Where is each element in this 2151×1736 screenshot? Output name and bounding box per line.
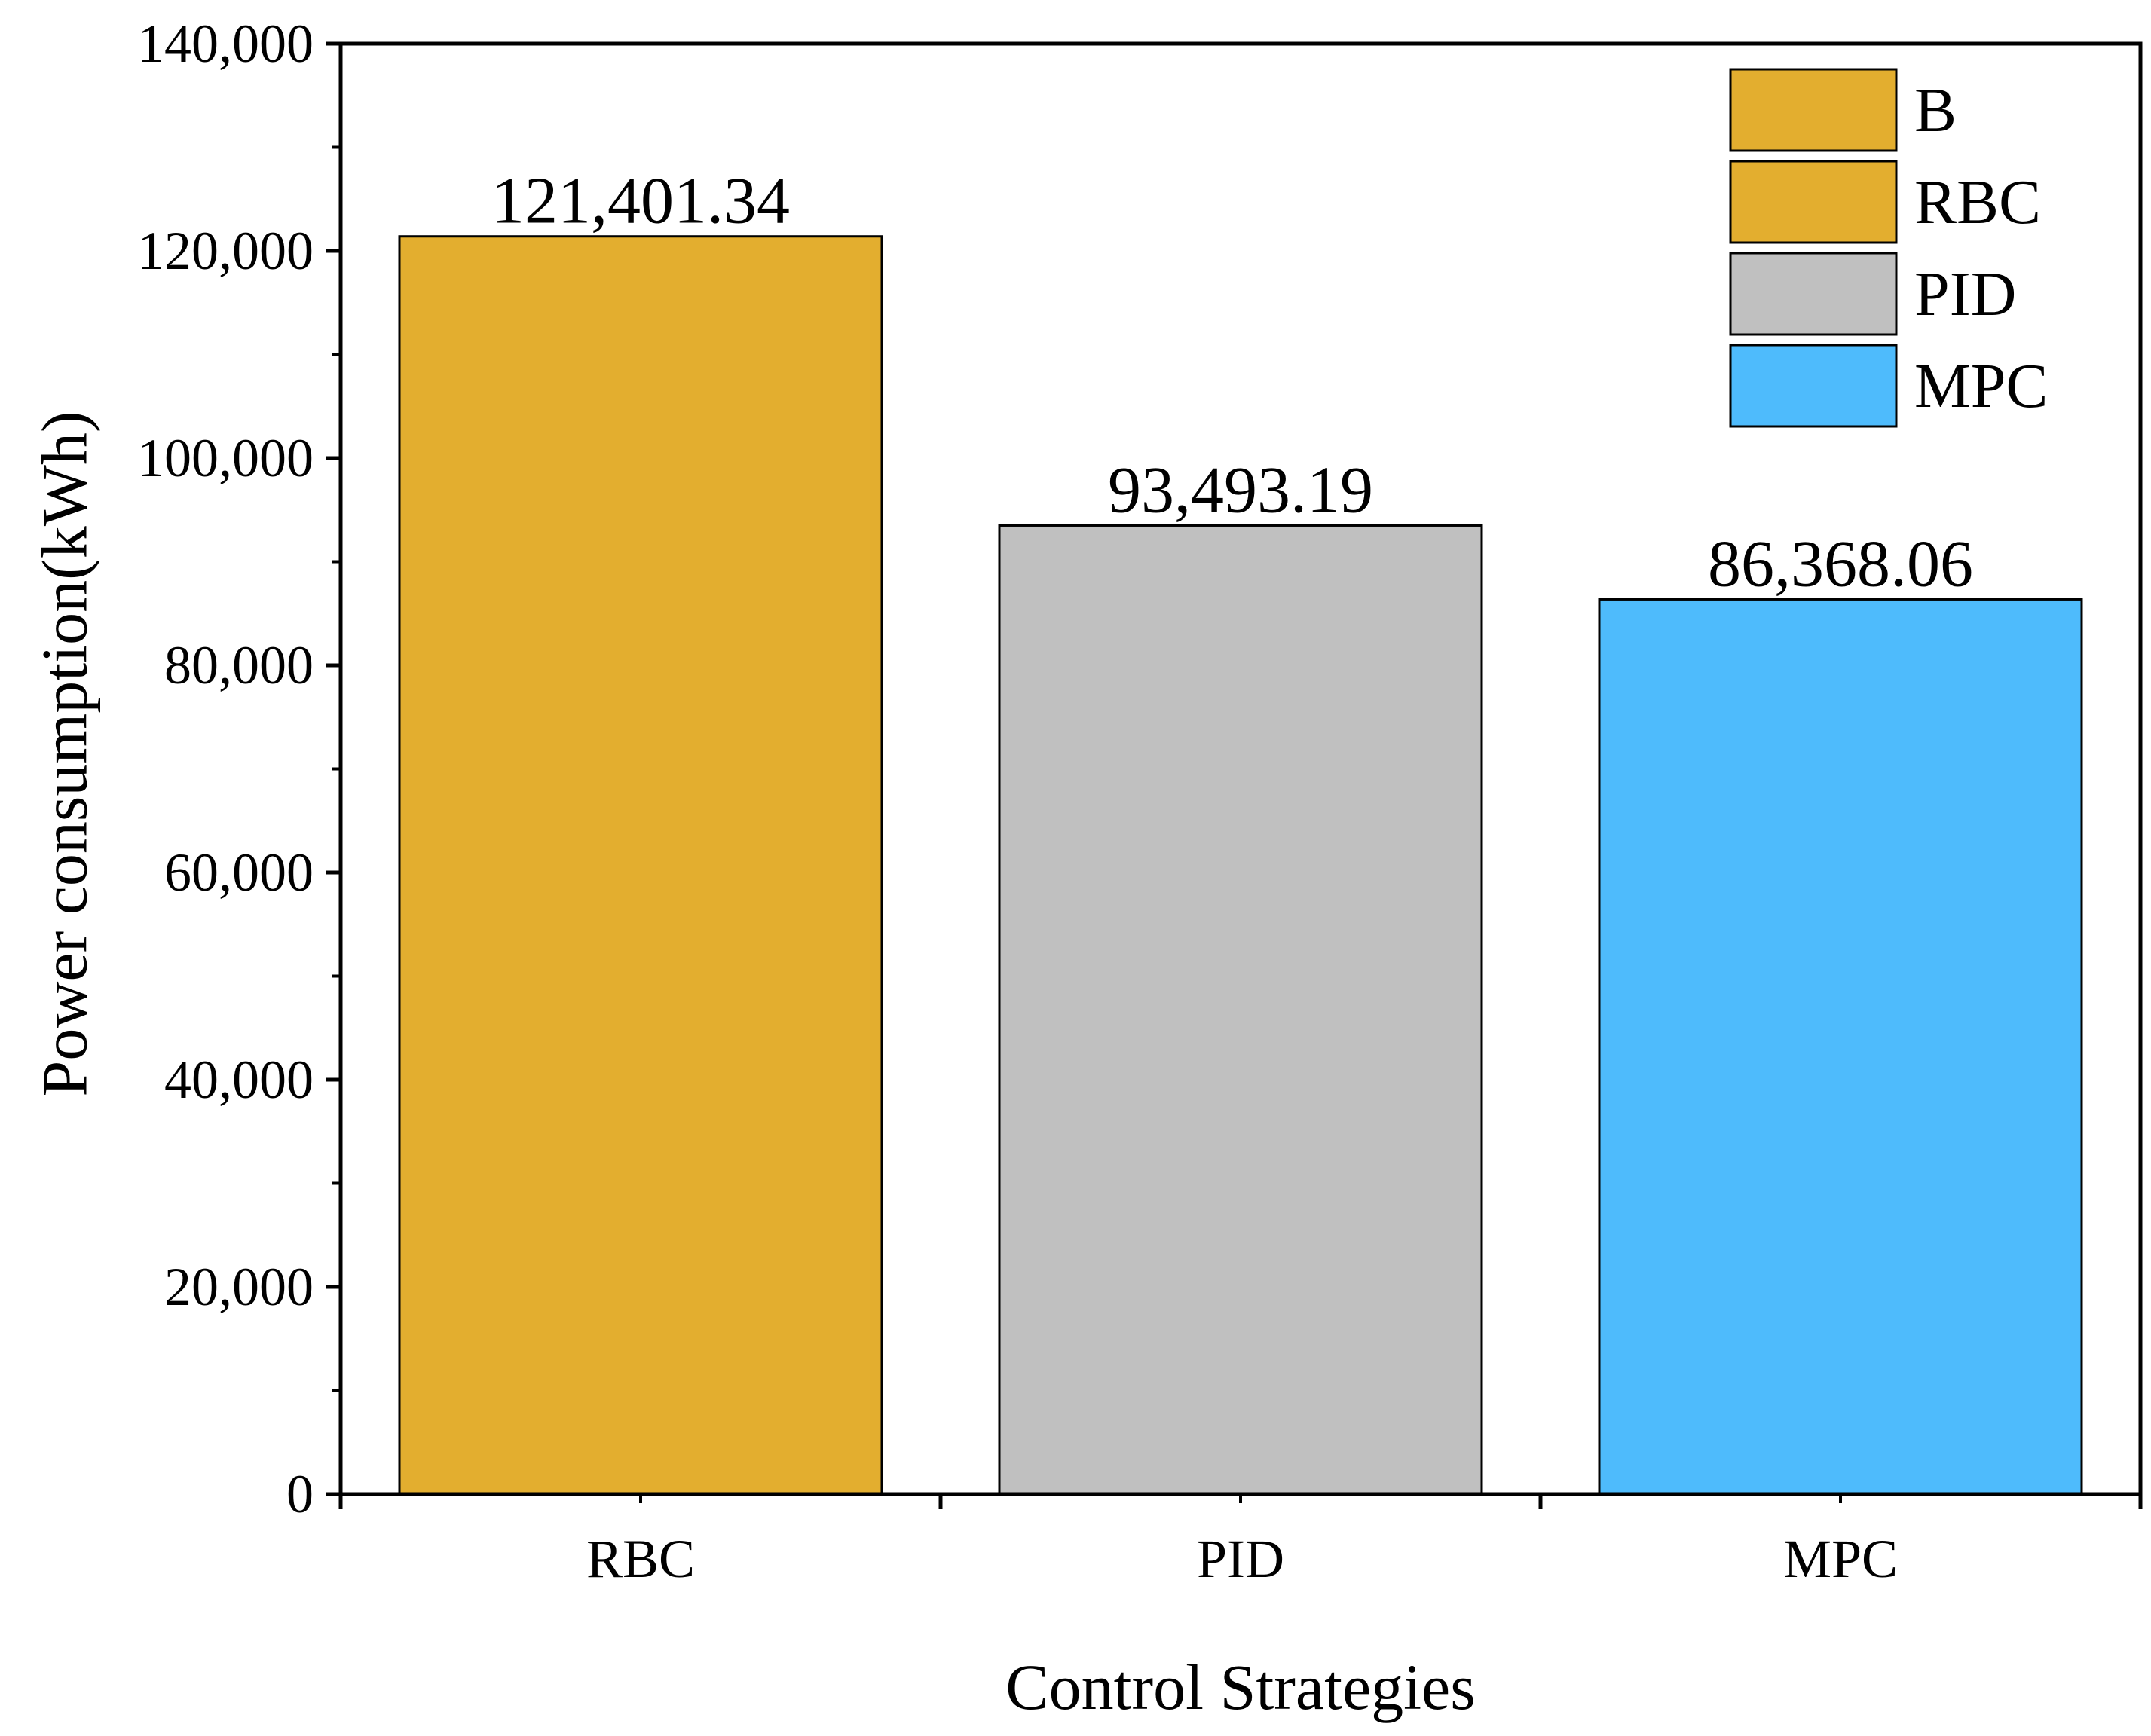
- legend-label-pid: PID: [1914, 259, 2016, 329]
- bar-pid: [998, 524, 1483, 1496]
- y-tick-label: 40,000: [164, 1050, 314, 1110]
- y-tick-label: 60,000: [164, 842, 314, 903]
- y-tick-label: 20,000: [164, 1257, 314, 1317]
- x-axis-title: Control Strategies: [1005, 1651, 1475, 1723]
- x-axis: RBC PID MPC: [338, 1494, 2143, 1589]
- legend-swatch-mpc: [1729, 344, 1898, 428]
- y-axis-title: Power consumption(kWh): [29, 411, 101, 1096]
- bars-group: [398, 235, 2083, 1496]
- legend-label-rbc: RBC: [1914, 167, 2041, 237]
- value-labels-group: 121,401.34 93,493.19 86,368.06: [491, 165, 1973, 601]
- legend-label-mpc: MPC: [1914, 351, 2048, 421]
- y-tick-label: 0: [286, 1464, 314, 1524]
- legend-swatch-b: [1729, 68, 1898, 152]
- y-tick-label: 100,000: [137, 428, 314, 488]
- legend-swatch-pid: [1729, 252, 1898, 336]
- legend-label-b: B: [1914, 75, 1957, 145]
- legend-swatch-rbc: [1729, 160, 1898, 244]
- legend: B RBC PID MPC: [1729, 68, 2048, 428]
- data-label-mpc: 86,368.06: [1708, 527, 1973, 601]
- x-tick-label-mpc: MPC: [1783, 1529, 1898, 1589]
- bar-mpc: [1598, 598, 2083, 1496]
- y-axis: 0 20,000 40,000 60,000 80,000 100,000 120,000 1…: [137, 14, 341, 1524]
- data-label-pid: 93,493.19: [1108, 454, 1373, 527]
- x-tick-label-rbc: RBC: [586, 1529, 695, 1589]
- y-tick-label: 140,000: [137, 14, 314, 74]
- x-tick-label-pid: PID: [1197, 1529, 1284, 1589]
- y-tick-label: 120,000: [137, 221, 314, 281]
- data-label-rbc: 121,401.34: [491, 165, 790, 238]
- y-tick-label: 80,000: [164, 635, 314, 695]
- bar-rbc: [398, 235, 883, 1496]
